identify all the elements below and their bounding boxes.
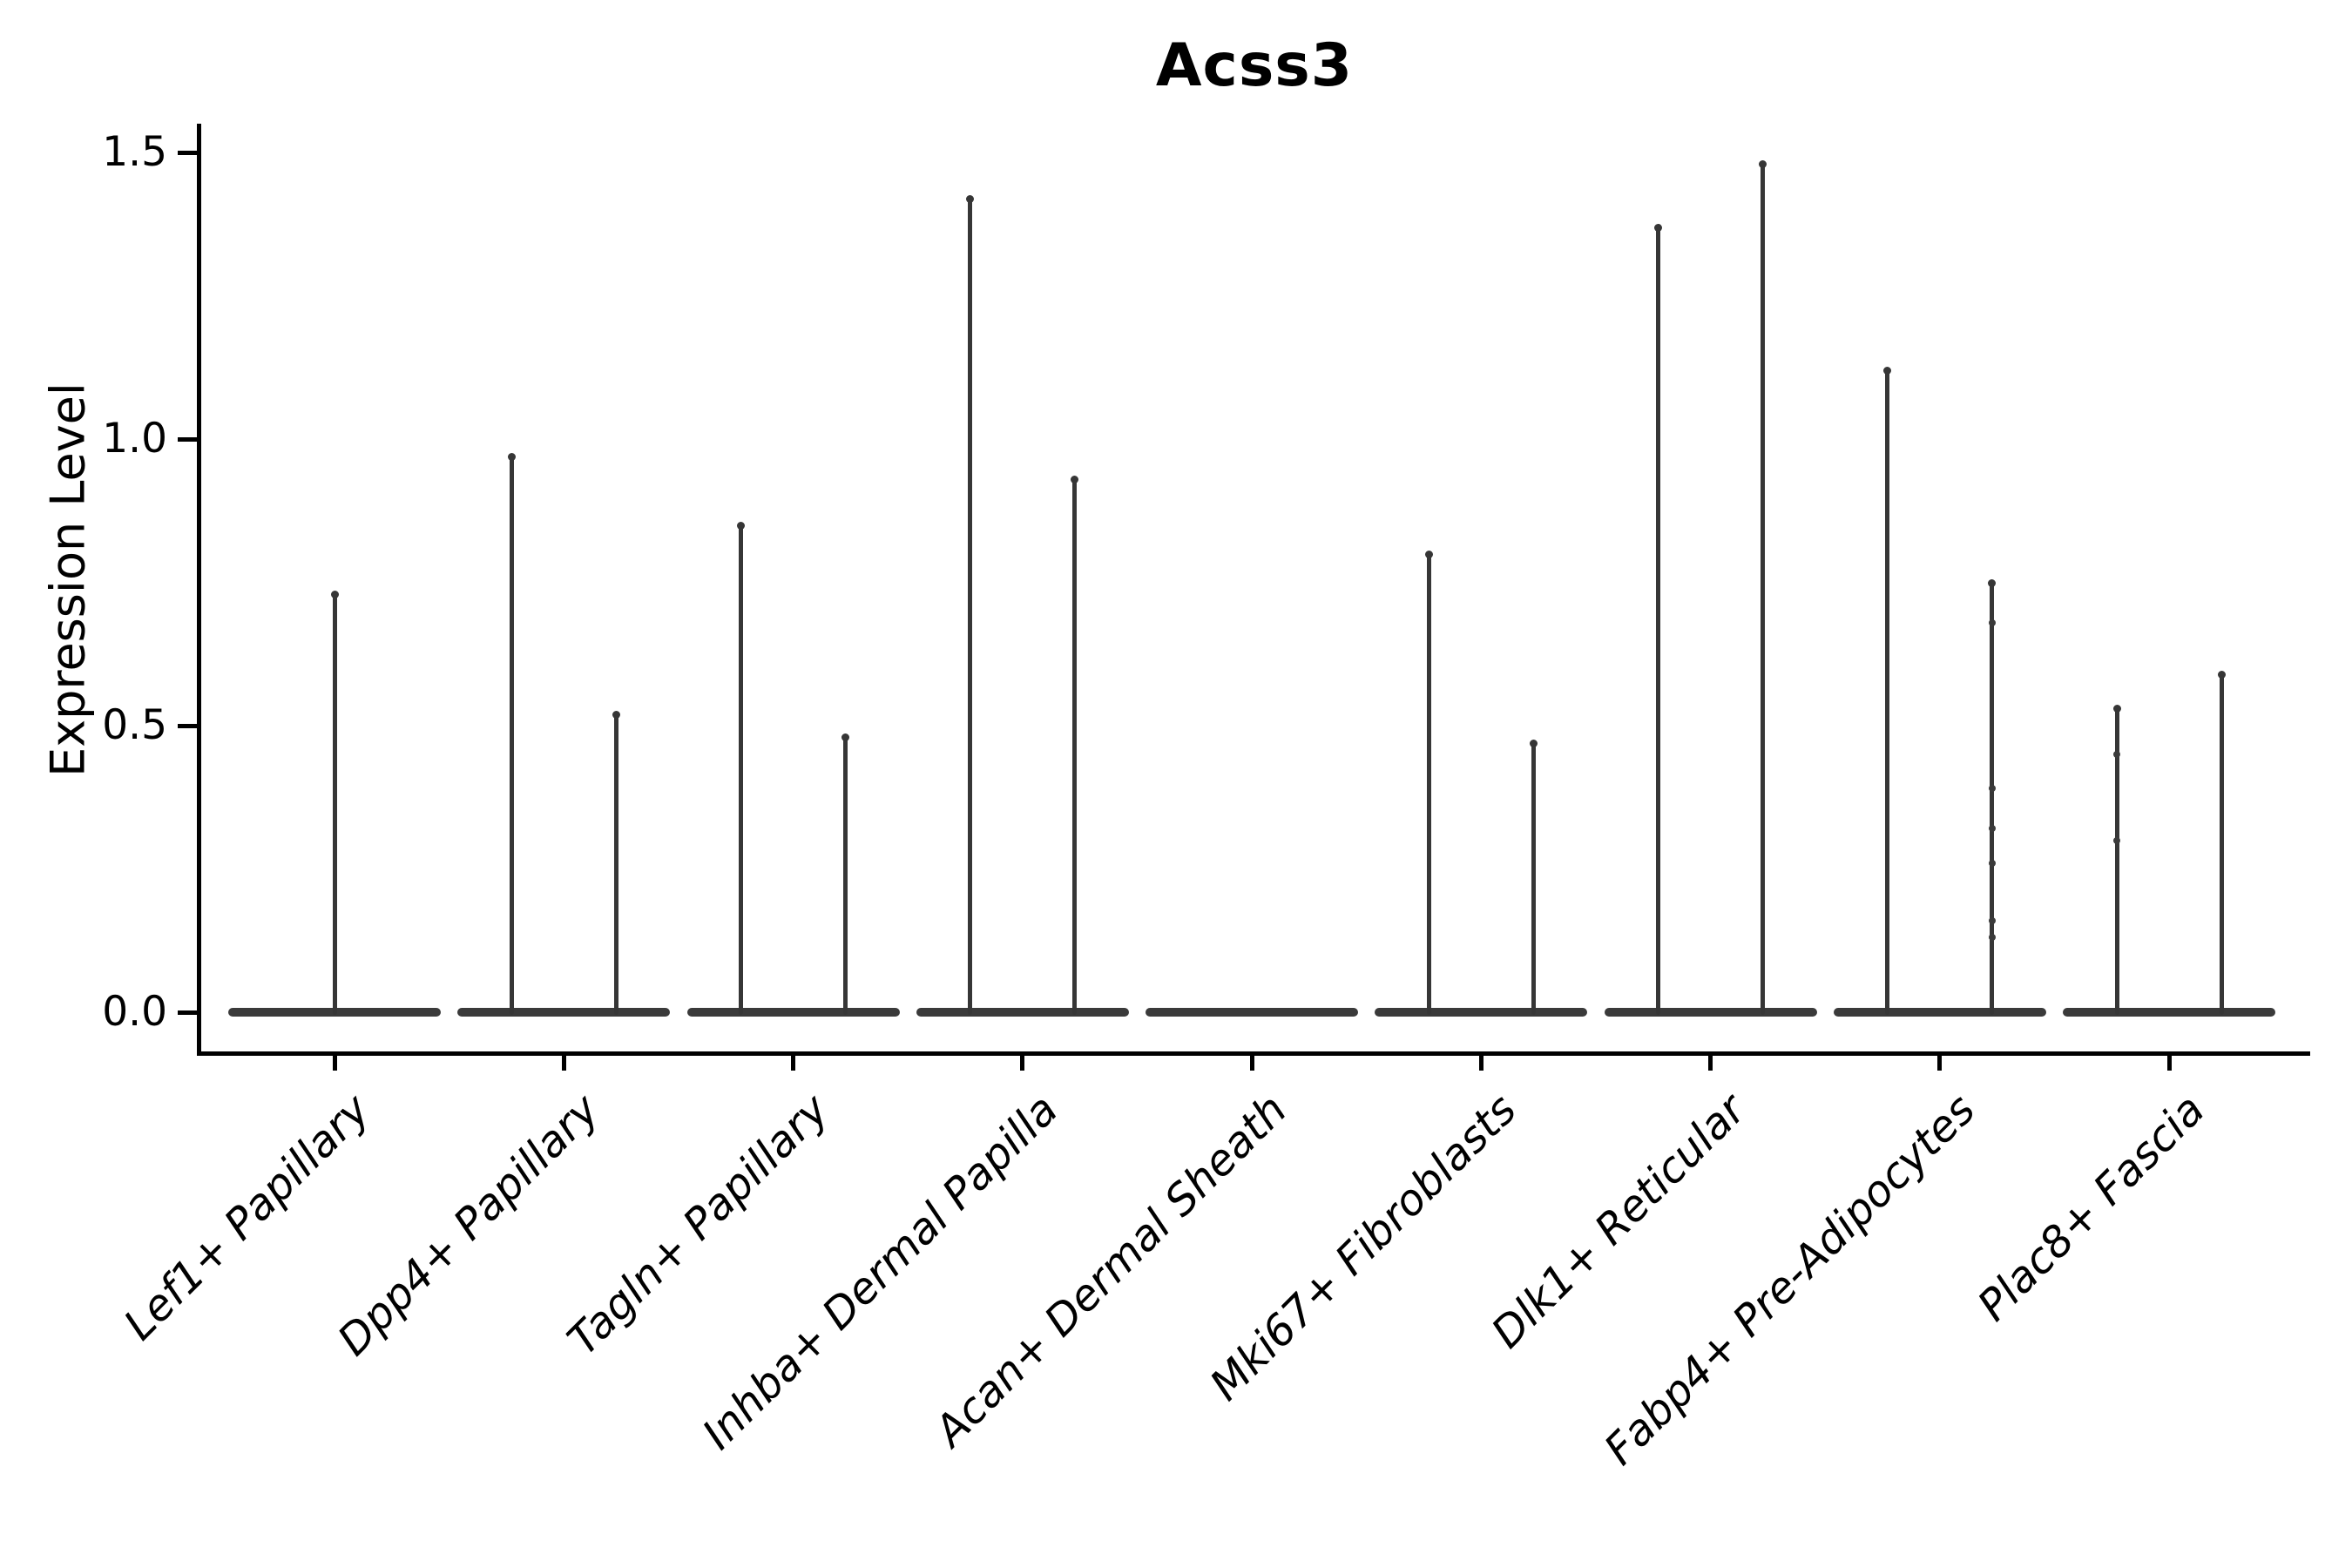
spike-max-point (966, 194, 975, 203)
chart-title: Acss3 (1155, 31, 1354, 100)
x-tick-mark (1478, 1056, 1484, 1071)
violin-spike (1072, 479, 1078, 1015)
expression-point (1988, 785, 1996, 793)
spike-max-point (330, 590, 339, 598)
spike-max-point (2217, 670, 2226, 679)
x-tick-mark (1937, 1056, 1943, 1071)
x-tick-label: Fabp4+ Pre-Adipocytes (1594, 1085, 1985, 1475)
x-tick-label: Dlk1+ Reticular (1482, 1085, 1755, 1358)
y-axis-label: Expression Level (40, 382, 96, 777)
violin-spike (1761, 164, 1765, 1015)
x-tick-label: Lef1+ Papillary (114, 1085, 380, 1350)
violin-base (1604, 1008, 1817, 1017)
x-tick-mark (1249, 1056, 1254, 1071)
violin-base (686, 1008, 900, 1017)
expression-point (2113, 836, 2120, 844)
spike-max-point (1883, 367, 1892, 375)
spike-max-point (1759, 160, 1767, 169)
violin-spike (613, 713, 618, 1015)
violin-spike (968, 198, 973, 1015)
spike-max-point (507, 452, 516, 461)
expression-point (1988, 618, 1996, 626)
x-tick-mark (332, 1056, 337, 1071)
spike-max-point (612, 710, 620, 719)
y-tick-label: 1.0 (102, 415, 167, 463)
violin-spike (843, 737, 848, 1015)
x-tick-mark (791, 1056, 795, 1071)
spike-max-point (841, 733, 849, 742)
x-tick-label: Plac8+ Fascia (1968, 1085, 2214, 1331)
y-tick-label: 0.5 (102, 701, 167, 749)
x-tick-mark (561, 1056, 566, 1071)
violin-spike (1656, 226, 1660, 1015)
violin-base (457, 1008, 671, 1017)
violin-spike (332, 593, 337, 1015)
violin-spike (1990, 582, 1995, 1015)
y-tick-mark (178, 150, 197, 155)
expression-point (1988, 825, 1996, 833)
violin-spike (1426, 553, 1431, 1015)
expression-point (1988, 859, 1996, 867)
x-axis-spine (197, 1051, 2310, 1056)
x-tick-mark (2166, 1056, 2172, 1071)
violin-base (1146, 1008, 1358, 1017)
violin-spike (1531, 742, 1536, 1015)
spike-max-point (1071, 476, 1079, 484)
x-tick-mark (1708, 1056, 1713, 1071)
violin-base (1833, 1008, 2046, 1017)
violin-spike (2219, 673, 2224, 1015)
expression-point (1988, 916, 1996, 924)
x-tick-mark (1020, 1056, 1025, 1071)
y-tick-mark (178, 436, 197, 442)
violin-spike (509, 456, 514, 1015)
violin-base (1375, 1008, 1588, 1017)
spike-max-point (1529, 739, 1538, 747)
expression-point (2113, 750, 2120, 758)
violin-base (916, 1008, 1129, 1017)
violin-spike (1885, 370, 1890, 1015)
violin-spike (2114, 708, 2119, 1015)
y-tick-label: 1.5 (102, 128, 167, 176)
violin-base (2063, 1008, 2275, 1017)
violin-spike (739, 524, 743, 1015)
spike-max-point (1424, 550, 1433, 558)
y-tick-mark (178, 1010, 197, 1015)
spike-max-point (1654, 223, 1662, 232)
spike-max-point (2112, 705, 2121, 713)
y-tick-mark (178, 723, 197, 728)
spike-max-point (1988, 578, 1997, 587)
y-tick-label: 0.0 (102, 988, 167, 1036)
spike-max-point (737, 521, 745, 530)
y-axis-spine (197, 124, 201, 1056)
expression-point (1988, 934, 1996, 942)
